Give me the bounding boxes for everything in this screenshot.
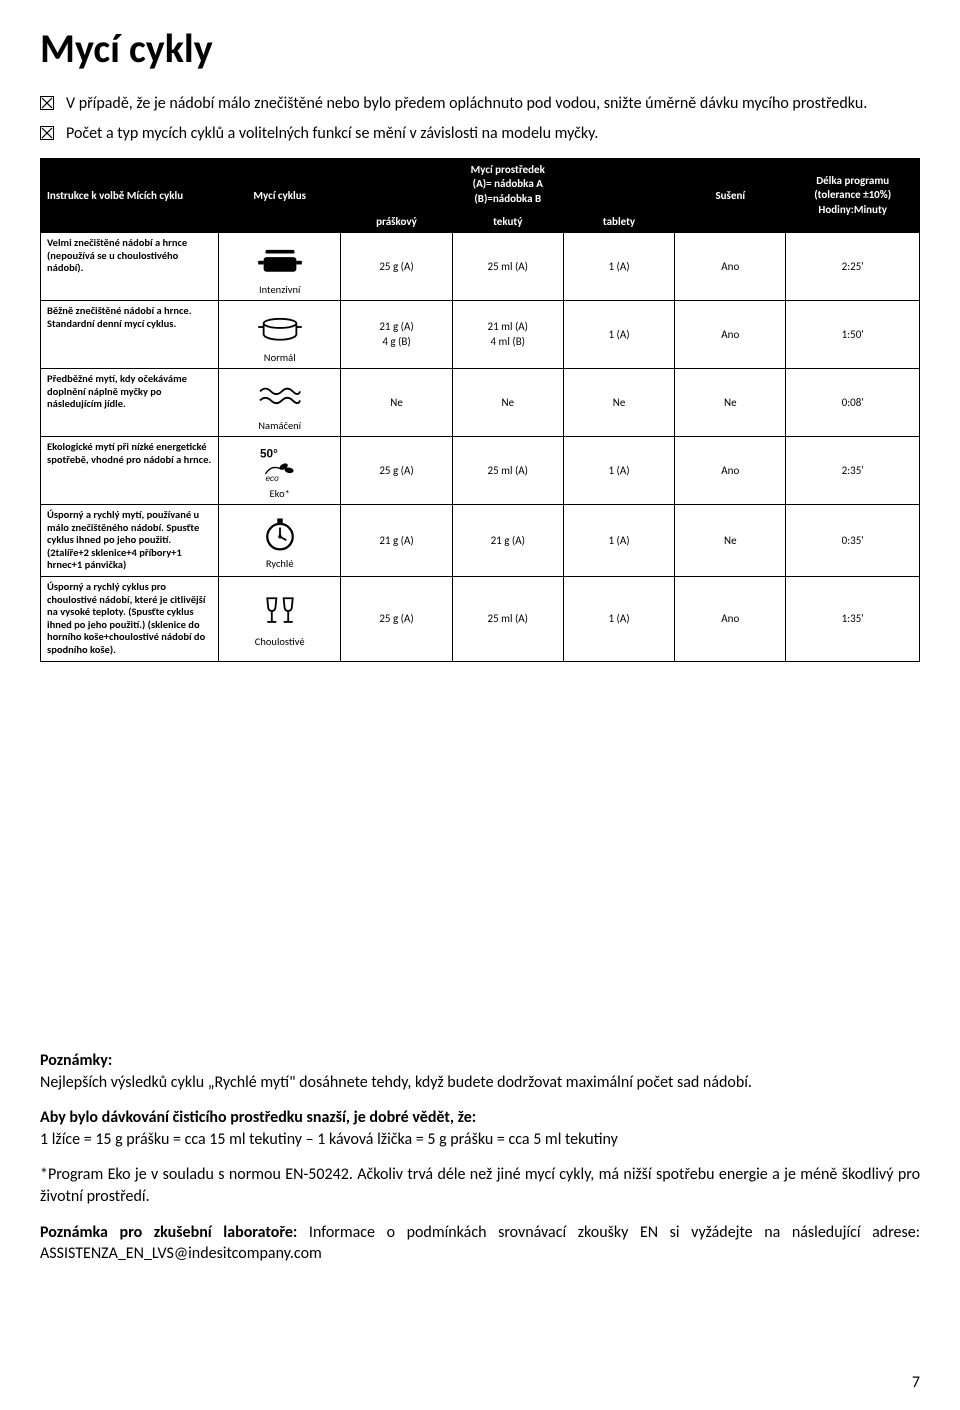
notes-section: Poznámky: Nejlepších výsledků cyklu „Ryc… bbox=[40, 1050, 920, 1279]
hdr-detergent-group: Mycí prostředek(A)= nádobka A(B)=nádobka… bbox=[341, 159, 675, 211]
intro-item: Počet a typ mycích cyklů a volitelných f… bbox=[40, 123, 920, 145]
cell-liquid: 25 ml (A) bbox=[452, 437, 563, 505]
soak-icon bbox=[225, 373, 334, 417]
cell-liquid: 25 ml (A) bbox=[452, 577, 563, 662]
intro-text: V případě, že je nádobí málo znečištěné … bbox=[66, 93, 920, 115]
cell-liquid: Ne bbox=[452, 369, 563, 437]
bullet-icon bbox=[40, 126, 54, 140]
cell-tablets: 1 (A) bbox=[563, 577, 674, 662]
cycle-label: Normál bbox=[225, 351, 334, 364]
cell-drying: Ano bbox=[675, 577, 786, 662]
notes-bold2: Aby bylo dávkování čisticího prostředku … bbox=[40, 1108, 476, 1127]
cycle-label: Intenzivní bbox=[225, 283, 334, 296]
cell-tablets: 1 (A) bbox=[563, 437, 674, 505]
cell-liquid: 25 ml (A) bbox=[452, 233, 563, 301]
cell-duration: 0:35' bbox=[786, 505, 920, 577]
cell-cycle: Eko* bbox=[219, 437, 341, 505]
cell-instruction: Velmi znečištěné nádobí a hrnce (nepouží… bbox=[41, 233, 219, 301]
cell-instruction: Běžně znečištěné nádobí a hrnce. Standar… bbox=[41, 301, 219, 369]
cell-drying: Ne bbox=[675, 505, 786, 577]
cell-duration: 2:35' bbox=[786, 437, 920, 505]
intro-item: V případě, že je nádobí málo znečištěné … bbox=[40, 93, 920, 115]
cycle-label: Choulostivé bbox=[225, 635, 334, 648]
intensive-icon bbox=[225, 237, 334, 281]
page-number: 7 bbox=[912, 1373, 920, 1392]
cell-instruction: Úsporný a rychlý cyklus pro choulostivé … bbox=[41, 577, 219, 662]
table-row: Běžně znečištěné nádobí a hrnce. Standar… bbox=[41, 301, 920, 369]
cell-drying: Ano bbox=[675, 233, 786, 301]
hdr-tablets: tablety bbox=[563, 211, 674, 233]
cell-tablets: 1 (A) bbox=[563, 233, 674, 301]
cell-tablets: 1 (A) bbox=[563, 301, 674, 369]
cell-powder: 21 g (A)4 g (B) bbox=[341, 301, 452, 369]
quick-icon bbox=[225, 511, 334, 555]
hdr-drying: Sušení bbox=[675, 159, 786, 233]
cell-liquid: 21 g (A) bbox=[452, 505, 563, 577]
notes-heading: Poznámky: bbox=[40, 1051, 112, 1070]
cycle-label: Namáčení bbox=[225, 419, 334, 432]
table-row: Ekologické mytí při nízké energetické sp… bbox=[41, 437, 920, 505]
cell-tablets: 1 (A) bbox=[563, 505, 674, 577]
hdr-liquid: tekutý bbox=[452, 211, 563, 233]
cell-duration: 0:08' bbox=[786, 369, 920, 437]
notes-line1: Nejlepších výsledků cyklu „Rychlé mytí" … bbox=[40, 1072, 920, 1094]
normal-icon bbox=[225, 305, 334, 349]
cell-duration: 1:35' bbox=[786, 577, 920, 662]
cell-cycle: Namáčení bbox=[219, 369, 341, 437]
cell-powder: 25 g (A) bbox=[341, 437, 452, 505]
eco-icon bbox=[225, 441, 334, 485]
notes-bold4: Poznámka pro zkušební laboratoře: bbox=[40, 1223, 297, 1242]
cell-duration: 1:50' bbox=[786, 301, 920, 369]
cell-instruction: Ekologické mytí při nízké energetické sp… bbox=[41, 437, 219, 505]
bullet-icon bbox=[40, 96, 54, 110]
notes-line3: *Program Eko je v souladu s normou EN-50… bbox=[40, 1164, 920, 1207]
cell-cycle: Choulostivé bbox=[219, 577, 341, 662]
cell-powder: 25 g (A) bbox=[341, 233, 452, 301]
cell-liquid: 21 ml (A)4 ml (B) bbox=[452, 301, 563, 369]
table-row: Úsporný a rychlý mytí, používané u málo … bbox=[41, 505, 920, 577]
wash-cycles-table: Instrukce k volbě Mících cyklu Mycí cykl… bbox=[40, 158, 920, 661]
table-row: Velmi znečištěné nádobí a hrnce (nepouží… bbox=[41, 233, 920, 301]
cell-powder: 21 g (A) bbox=[341, 505, 452, 577]
cell-tablets: Ne bbox=[563, 369, 674, 437]
intro-text: Počet a typ mycích cyklů a volitelných f… bbox=[66, 123, 920, 145]
cell-cycle: Intenzivní bbox=[219, 233, 341, 301]
cell-cycle: Normál bbox=[219, 301, 341, 369]
delicate-icon bbox=[225, 589, 334, 633]
page-title: Mycí cykly bbox=[40, 24, 920, 73]
cell-powder: 25 g (A) bbox=[341, 577, 452, 662]
table-row: Úsporný a rychlý cyklus pro choulostivé … bbox=[41, 577, 920, 662]
cell-powder: Ne bbox=[341, 369, 452, 437]
cell-drying: Ne bbox=[675, 369, 786, 437]
cell-instruction: Předběžné mytí, kdy očekáváme doplnění n… bbox=[41, 369, 219, 437]
hdr-cycle: Mycí cyklus bbox=[219, 159, 341, 233]
cell-drying: Ano bbox=[675, 437, 786, 505]
hdr-duration: Délka programu(tolerance ±10%)Hodiny:Min… bbox=[786, 159, 920, 233]
cell-duration: 2:25' bbox=[786, 233, 920, 301]
cycle-label: Eko* bbox=[225, 487, 334, 500]
hdr-instruction: Instrukce k volbě Mících cyklu bbox=[41, 159, 219, 233]
notes-line2: 1 lžíce = 15 g prášku = cca 15 ml tekuti… bbox=[40, 1130, 618, 1149]
cycle-label: Rychlé bbox=[225, 557, 334, 570]
table-row: Předběžné mytí, kdy očekáváme doplnění n… bbox=[41, 369, 920, 437]
hdr-powder: práškový bbox=[341, 211, 452, 233]
cell-instruction: Úsporný a rychlý mytí, používané u málo … bbox=[41, 505, 219, 577]
cell-cycle: Rychlé bbox=[219, 505, 341, 577]
cell-drying: Ano bbox=[675, 301, 786, 369]
